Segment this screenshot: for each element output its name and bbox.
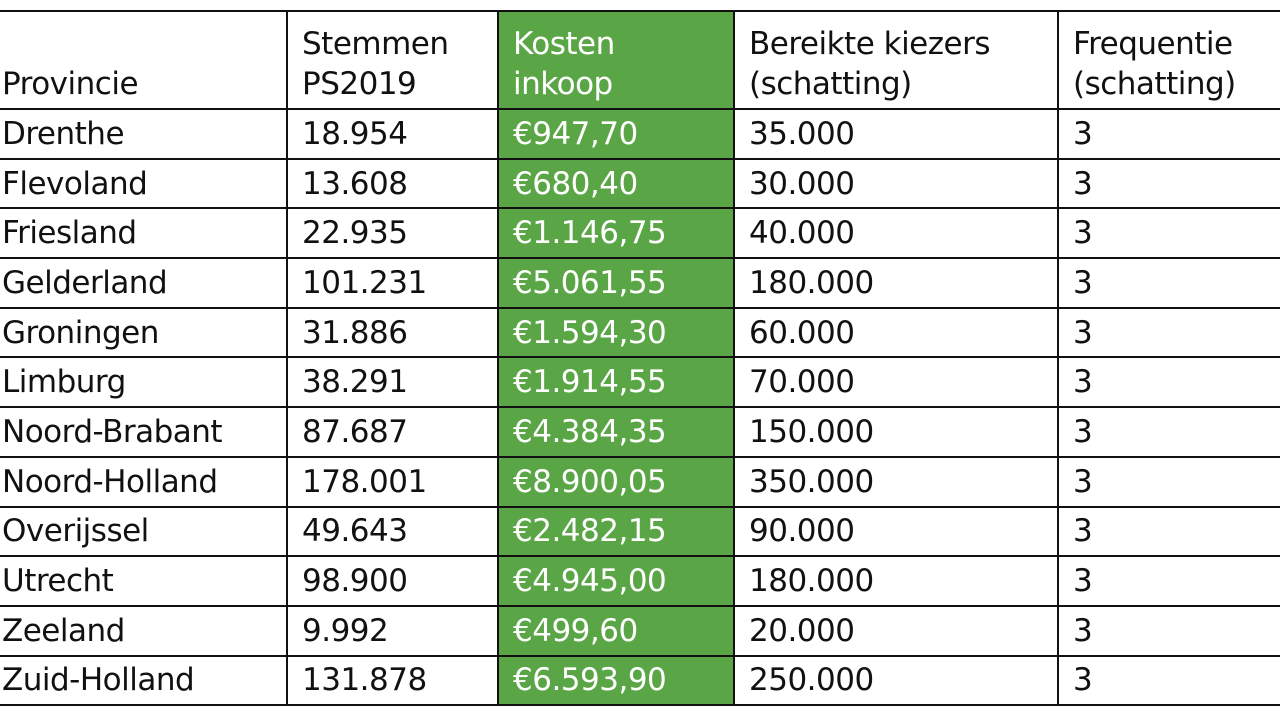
cell-bereikte-kiezers: 35.000 xyxy=(733,108,1059,160)
cell-stemmen: 49.643 xyxy=(286,505,499,558)
header-stemmen: Stemmen PS2019 xyxy=(286,10,499,110)
cell-bereikte-kiezers: 90.000 xyxy=(733,505,1059,558)
cell-stemmen: 101.231 xyxy=(286,257,499,309)
cell-frequentie: 3 xyxy=(1057,555,1280,607)
table-row: Zeeland 9.992 €499,60 20.000 3 xyxy=(0,604,1280,657)
cell-stemmen: 87.687 xyxy=(286,406,499,458)
cell-kosten: €1.146,75 xyxy=(497,207,735,260)
cell-bereikte-kiezers: 60.000 xyxy=(733,306,1059,359)
cell-frequentie: 3 xyxy=(1057,604,1280,657)
table-row: Limburg 38.291 €1.914,55 70.000 3 xyxy=(0,356,1280,409)
cell-bereikte-kiezers: 350.000 xyxy=(733,455,1059,508)
cell-provincie: Noord-Holland xyxy=(0,455,288,508)
cell-bereikte-kiezers: 180.000 xyxy=(733,555,1059,607)
cell-frequentie: 3 xyxy=(1057,157,1280,210)
cell-provincie: Gelderland xyxy=(0,257,288,309)
header-provincie: Provincie xyxy=(0,10,288,110)
header-line-1: Frequentie xyxy=(1073,26,1233,62)
header-kosten: Kosten inkoop xyxy=(497,10,735,110)
cell-provincie: Utrecht xyxy=(0,555,288,607)
cell-kosten: €1.594,30 xyxy=(497,306,735,359)
cell-provincie: Drenthe xyxy=(0,108,288,160)
table-row: Noord-Brabant 87.687 €4.384,35 150.000 3 xyxy=(0,406,1280,458)
header-line-2: PS2019 xyxy=(302,66,417,102)
table-row: Utrecht 98.900 €4.945,00 180.000 3 xyxy=(0,555,1280,607)
cell-bereikte-kiezers: 150.000 xyxy=(733,406,1059,458)
cell-frequentie: 3 xyxy=(1057,356,1280,409)
cell-kosten: €499,60 xyxy=(497,604,735,657)
cell-bereikte-kiezers: 40.000 xyxy=(733,207,1059,260)
table-row: Flevoland 13.608 €680,40 30.000 3 xyxy=(0,157,1280,210)
provinces-table: Provincie Stemmen PS2019 Kosten inkoop B… xyxy=(0,10,1280,707)
cell-bereikte-kiezers: 30.000 xyxy=(733,157,1059,210)
cell-provincie: Friesland xyxy=(0,207,288,260)
header-bereikte-kiezers: Bereikte kiezers (schatting) xyxy=(733,10,1059,110)
table-row: Zuid-Holland 131.878 €6.593,90 250.000 3 xyxy=(0,654,1280,707)
cell-kosten: €4.384,35 xyxy=(497,406,735,458)
cell-stemmen: 38.291 xyxy=(286,356,499,409)
cell-stemmen: 31.886 xyxy=(286,306,499,359)
header-row: Provincie Stemmen PS2019 Kosten inkoop B… xyxy=(0,10,1280,110)
table-row: Groningen 31.886 €1.594,30 60.000 3 xyxy=(0,306,1280,359)
cell-frequentie: 3 xyxy=(1057,306,1280,359)
header-line-2: inkoop xyxy=(513,66,613,102)
cell-provincie: Groningen xyxy=(0,306,288,359)
cell-stemmen: 9.992 xyxy=(286,604,499,657)
table-row: Gelderland 101.231 €5.061,55 180.000 3 xyxy=(0,257,1280,309)
cell-stemmen: 98.900 xyxy=(286,555,499,607)
cell-bereikte-kiezers: 20.000 xyxy=(733,604,1059,657)
header-line-2: Provincie xyxy=(2,66,139,102)
cell-kosten: €947,70 xyxy=(497,108,735,160)
cell-kosten: €5.061,55 xyxy=(497,257,735,309)
cell-frequentie: 3 xyxy=(1057,455,1280,508)
cell-provincie: Limburg xyxy=(0,356,288,409)
header-line-1: Kosten xyxy=(513,26,615,62)
cell-kosten: €680,40 xyxy=(497,157,735,210)
cell-kosten: €8.900,05 xyxy=(497,455,735,508)
cell-kosten: €4.945,00 xyxy=(497,555,735,607)
cell-bereikte-kiezers: 180.000 xyxy=(733,257,1059,309)
header-line-2: (schatting) xyxy=(1073,66,1236,102)
cell-stemmen: 131.878 xyxy=(286,654,499,707)
table-row: Noord-Holland 178.001 €8.900,05 350.000 3 xyxy=(0,455,1280,508)
cell-frequentie: 3 xyxy=(1057,257,1280,309)
header-line-1: Bereikte kiezers xyxy=(749,26,991,62)
cell-stemmen: 18.954 xyxy=(286,108,499,160)
header-line-2: (schatting) xyxy=(749,66,912,102)
cell-frequentie: 3 xyxy=(1057,108,1280,160)
header-line-1: Stemmen xyxy=(302,26,449,62)
cell-frequentie: 3 xyxy=(1057,406,1280,458)
cell-kosten: €2.482,15 xyxy=(497,505,735,558)
cell-kosten: €6.593,90 xyxy=(497,654,735,707)
cell-provincie: Noord-Brabant xyxy=(0,406,288,458)
cell-frequentie: 3 xyxy=(1057,207,1280,260)
cell-frequentie: 3 xyxy=(1057,654,1280,707)
cell-provincie: Zeeland xyxy=(0,604,288,657)
table-row: Friesland 22.935 €1.146,75 40.000 3 xyxy=(0,207,1280,260)
cell-bereikte-kiezers: 250.000 xyxy=(733,654,1059,707)
cell-bereikte-kiezers: 70.000 xyxy=(733,356,1059,409)
header-frequentie: Frequentie (schatting) xyxy=(1057,10,1280,110)
cell-provincie: Zuid-Holland xyxy=(0,654,288,707)
cell-kosten: €1.914,55 xyxy=(497,356,735,409)
cell-frequentie: 3 xyxy=(1057,505,1280,558)
cell-provincie: Overijssel xyxy=(0,505,288,558)
cell-stemmen: 178.001 xyxy=(286,455,499,508)
table-row: Overijssel 49.643 €2.482,15 90.000 3 xyxy=(0,505,1280,558)
cell-stemmen: 22.935 xyxy=(286,207,499,260)
cell-provincie: Flevoland xyxy=(0,157,288,210)
table-row: Drenthe 18.954 €947,70 35.000 3 xyxy=(0,108,1280,160)
cell-stemmen: 13.608 xyxy=(286,157,499,210)
